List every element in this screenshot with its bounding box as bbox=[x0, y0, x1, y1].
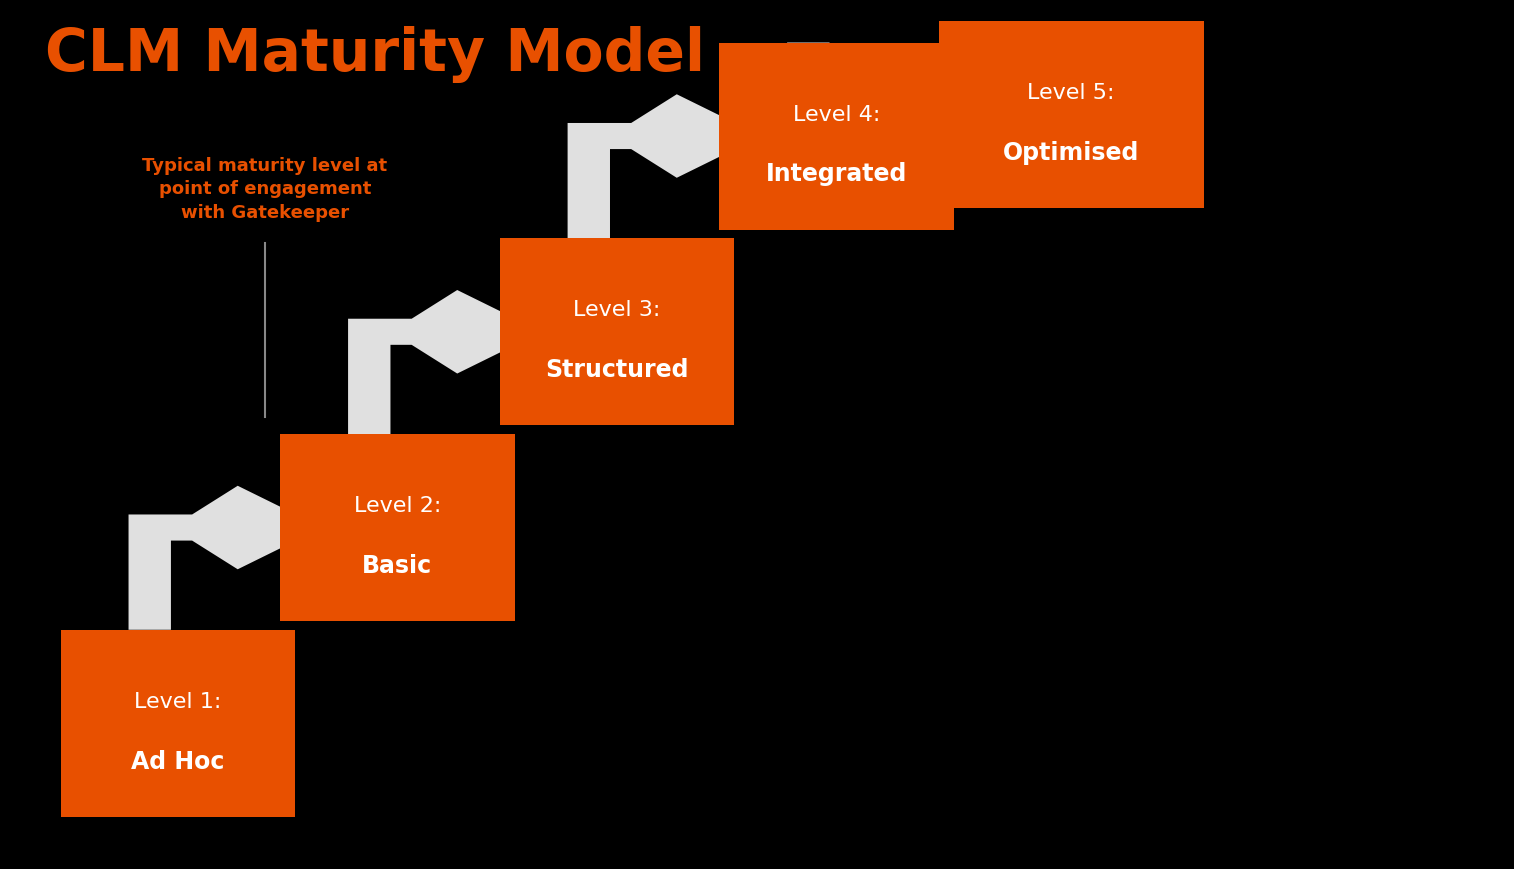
Text: CLM Maturity Model: CLM Maturity Model bbox=[45, 26, 706, 83]
Text: Level 3:: Level 3: bbox=[574, 300, 660, 320]
Text: Level 1:: Level 1: bbox=[135, 691, 221, 711]
Text: Typical maturity level at
point of engagement
with Gatekeeper: Typical maturity level at point of engag… bbox=[142, 156, 388, 222]
Text: Structured: Structured bbox=[545, 358, 689, 381]
Polygon shape bbox=[348, 290, 542, 434]
Text: Level 4:: Level 4: bbox=[793, 104, 880, 124]
Text: Level 2:: Level 2: bbox=[354, 495, 441, 515]
Text: Optimised: Optimised bbox=[1002, 141, 1140, 164]
Polygon shape bbox=[787, 43, 981, 156]
Bar bbox=[719, 43, 954, 230]
Polygon shape bbox=[568, 95, 762, 239]
Text: Level 5:: Level 5: bbox=[1028, 83, 1114, 103]
Text: Ad Hoc: Ad Hoc bbox=[132, 749, 224, 773]
Text: Integrated: Integrated bbox=[766, 163, 907, 186]
Bar bbox=[939, 22, 1204, 209]
Bar bbox=[61, 630, 295, 817]
Text: Basic: Basic bbox=[362, 554, 433, 577]
Bar bbox=[500, 239, 734, 426]
Polygon shape bbox=[129, 487, 322, 630]
Bar bbox=[280, 434, 515, 621]
